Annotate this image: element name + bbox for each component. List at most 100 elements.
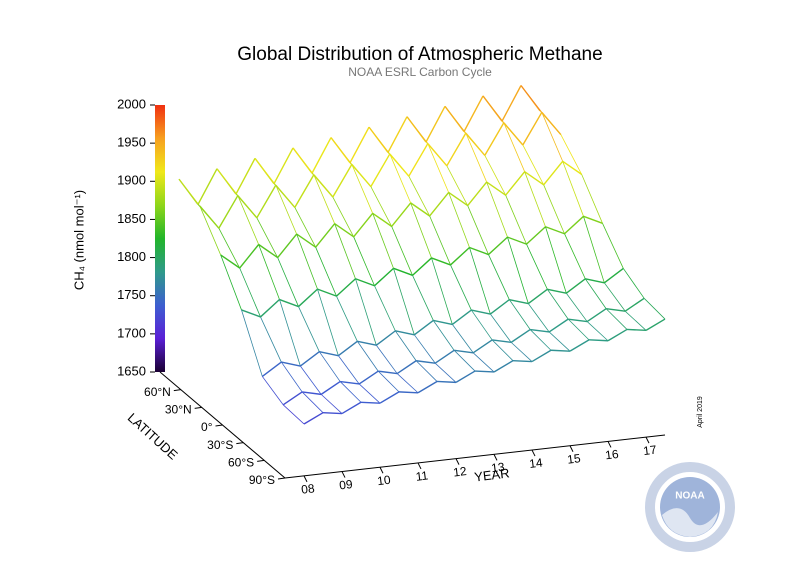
x-tick bbox=[569, 445, 574, 452]
mesh-line bbox=[311, 137, 332, 174]
mesh-line bbox=[351, 163, 372, 188]
mesh-line bbox=[484, 122, 505, 156]
mesh-line bbox=[239, 244, 260, 269]
mesh-line bbox=[604, 282, 626, 312]
mesh-line bbox=[568, 318, 588, 323]
mesh-line bbox=[391, 202, 412, 227]
mesh-line bbox=[583, 216, 605, 283]
x-tick-label: 17 bbox=[642, 443, 657, 459]
mesh-line bbox=[547, 289, 569, 320]
y-tick-label: 0° bbox=[201, 420, 213, 434]
mesh-line bbox=[493, 360, 514, 373]
mesh-line bbox=[408, 143, 429, 177]
mesh-line bbox=[337, 340, 358, 357]
mesh-line bbox=[433, 319, 453, 326]
mesh-line bbox=[472, 339, 493, 354]
mesh-line bbox=[353, 212, 374, 238]
mesh-line bbox=[372, 213, 394, 269]
mesh-line bbox=[606, 308, 626, 312]
mesh-line bbox=[395, 330, 415, 336]
mesh-line bbox=[395, 330, 417, 361]
mesh-line bbox=[541, 111, 562, 136]
x-tick bbox=[455, 458, 460, 465]
y-tick bbox=[215, 424, 223, 427]
mesh-line bbox=[436, 380, 457, 384]
mesh-line bbox=[258, 244, 280, 300]
mesh-line bbox=[510, 328, 531, 343]
mesh-line bbox=[358, 383, 381, 404]
mesh-line bbox=[296, 233, 318, 290]
y-tick bbox=[173, 389, 181, 392]
mesh-line bbox=[256, 217, 279, 258]
mesh-line bbox=[339, 381, 362, 403]
mesh-line bbox=[261, 361, 282, 377]
mesh-line bbox=[317, 289, 339, 356]
z-tick-label: 2000 bbox=[117, 96, 146, 111]
mesh-line bbox=[486, 181, 507, 196]
mesh-line bbox=[319, 350, 339, 357]
mesh-line bbox=[178, 178, 201, 207]
mesh-line bbox=[281, 361, 301, 367]
y-tick bbox=[257, 459, 265, 462]
mesh-line bbox=[330, 137, 353, 165]
mesh-line bbox=[531, 349, 552, 363]
date-note: April 2019 bbox=[697, 396, 704, 428]
mesh-line bbox=[374, 285, 396, 332]
mesh-line bbox=[585, 278, 607, 309]
x-tick-label: 13 bbox=[490, 460, 505, 476]
mesh-line bbox=[530, 328, 550, 333]
mesh-line bbox=[509, 299, 531, 330]
mesh-line bbox=[218, 195, 239, 229]
mesh-line bbox=[433, 320, 455, 351]
mesh-line bbox=[220, 254, 241, 269]
mesh-line bbox=[279, 298, 299, 308]
mesh-line bbox=[605, 308, 628, 330]
mesh-line bbox=[254, 158, 277, 186]
mesh-line bbox=[389, 153, 412, 204]
mesh-line bbox=[467, 181, 488, 207]
mesh-line bbox=[452, 324, 474, 354]
y-tick bbox=[194, 406, 202, 409]
mesh-line bbox=[408, 176, 431, 217]
mesh-line bbox=[416, 360, 436, 364]
mesh-line bbox=[527, 288, 548, 305]
mesh-line bbox=[357, 340, 377, 346]
y-tick-label: 90°S bbox=[249, 473, 275, 487]
mesh-line bbox=[218, 228, 241, 269]
y-tick-label: 30°S bbox=[207, 438, 233, 452]
y-axis-title: LATITUDE bbox=[125, 410, 181, 463]
mesh-line bbox=[624, 310, 647, 331]
mesh-line bbox=[450, 247, 470, 266]
mesh-line bbox=[334, 223, 356, 279]
mesh-line bbox=[509, 298, 529, 305]
mesh-line bbox=[294, 174, 315, 208]
mesh-line bbox=[281, 361, 303, 393]
mesh-line bbox=[277, 257, 299, 307]
mesh-line bbox=[569, 339, 590, 352]
mesh-line bbox=[505, 171, 526, 196]
mesh-line bbox=[376, 344, 398, 374]
mesh-line bbox=[446, 165, 469, 206]
mesh-line bbox=[567, 318, 590, 341]
mesh-line bbox=[488, 254, 510, 300]
x-tick-label: 16 bbox=[604, 447, 619, 463]
x-tick-label: 10 bbox=[376, 473, 391, 489]
mesh-line bbox=[260, 299, 280, 318]
mesh-line bbox=[429, 192, 450, 217]
mesh-line bbox=[372, 212, 393, 227]
logo: NOAA bbox=[645, 462, 735, 552]
colorbar bbox=[155, 105, 165, 372]
mesh-line bbox=[469, 246, 489, 256]
mesh-line bbox=[492, 339, 512, 344]
z-axis-title: CH₄ (nmol mol⁻¹) bbox=[71, 190, 86, 290]
z-tick-label: 1800 bbox=[117, 249, 146, 264]
mesh-line bbox=[503, 122, 526, 172]
mesh-line bbox=[378, 370, 398, 375]
mesh-line bbox=[375, 330, 396, 346]
mesh-line bbox=[319, 351, 341, 382]
mesh-line bbox=[450, 264, 472, 311]
mesh-line bbox=[351, 164, 374, 214]
chart-subtitle: NOAA ESRL Carbon Cycle bbox=[348, 65, 492, 79]
z-tick-label: 1650 bbox=[117, 363, 146, 378]
mesh-line bbox=[520, 85, 543, 113]
